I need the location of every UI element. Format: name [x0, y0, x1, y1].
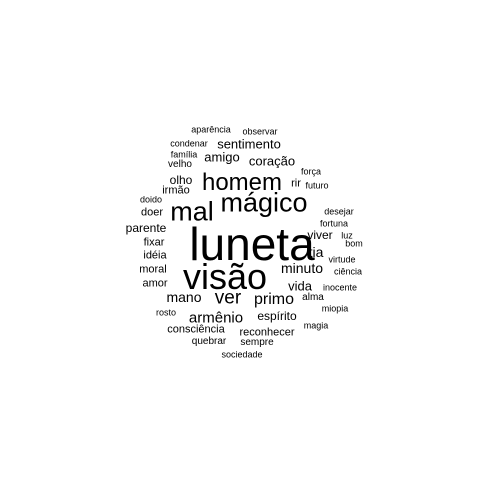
word-viver: viver [307, 228, 333, 242]
word-ciencia: ciência [333, 266, 363, 277]
word-moral: moral [139, 263, 167, 276]
word-consciencia: consciência [167, 323, 225, 336]
word-doido: doido [139, 194, 163, 205]
word-coracao: coração [248, 153, 296, 169]
word-bom: bom [345, 238, 363, 249]
word-parente: parente [125, 221, 167, 235]
word-fixar: fixar [143, 236, 165, 249]
word-minuto: minuto [280, 260, 324, 276]
word-rir: rir [291, 177, 301, 190]
word-sociedade: sociedade [221, 349, 263, 360]
word-velho: velho [168, 159, 192, 170]
word-forca: força [300, 166, 322, 177]
word-reconhecer: reconhecer [239, 326, 295, 339]
word-ideia: idéia [143, 249, 167, 262]
word-olho: olho [169, 173, 193, 187]
word-magia: magia [303, 320, 329, 331]
word-mal: mal [170, 196, 214, 227]
word-mano: mano [166, 289, 202, 305]
word-luneta: luneta [189, 218, 315, 270]
word-homem: homem [201, 169, 283, 196]
word-condenar: condenar [170, 138, 208, 149]
word-quebrar: quebrar [191, 336, 227, 347]
word-fortuna: fortuna [319, 218, 349, 229]
word-virtude: virtude [328, 254, 356, 265]
word-futuro: futuro [305, 180, 329, 191]
word-vida: vida [288, 278, 312, 294]
word-magico: mágico [220, 187, 308, 218]
word-espirito: espírito [257, 309, 297, 323]
word-luz: luz [341, 230, 353, 241]
word-familia: família [170, 149, 198, 160]
word-desejar: desejar [324, 206, 354, 217]
word-sempre: sempre [240, 337, 274, 348]
word-alma: alma [302, 292, 324, 303]
word-doer: doer [140, 206, 164, 219]
word-irmao: irmão [162, 184, 190, 197]
word-sentimento: sentimento [217, 136, 281, 152]
word-primo: primo [253, 291, 295, 308]
word-visao: visão [182, 256, 268, 297]
word-observar: observar [242, 126, 278, 137]
word-tia: tia [308, 244, 324, 260]
word-rosto: rosto [155, 307, 177, 318]
word-miopia: miopia [321, 303, 349, 314]
word-ver: ver [214, 287, 242, 309]
word-amigo: amigo [204, 149, 240, 165]
word-inocente: inocente [322, 282, 358, 293]
word-amor: amor [142, 277, 168, 290]
word-aparencia: aparência [191, 124, 231, 135]
word-armenio: armênio [188, 309, 244, 327]
